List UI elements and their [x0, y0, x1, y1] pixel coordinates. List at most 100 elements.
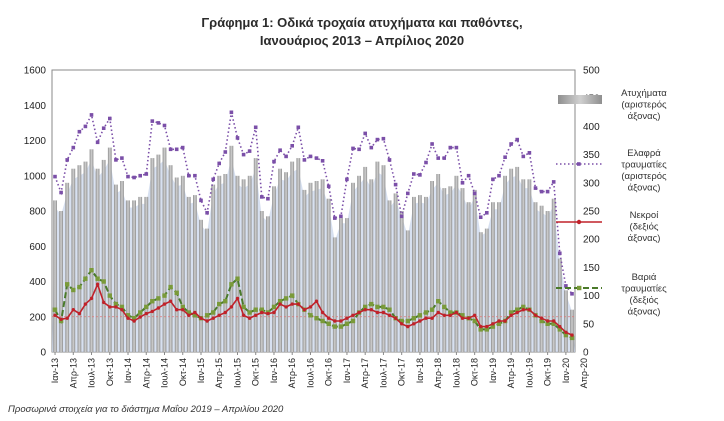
- serious-injuries-point: [235, 276, 240, 281]
- deaths-point: [460, 316, 465, 320]
- accidents-bar: [375, 161, 380, 352]
- deaths-point: [564, 330, 568, 334]
- light-injuries-point: [326, 184, 331, 189]
- serious-injuries-point: [125, 313, 131, 318]
- light-injuries-point: [539, 189, 544, 194]
- accidents-bar: [491, 202, 495, 352]
- serious-injuries-point: [107, 293, 112, 298]
- serious-injuries-point: [490, 324, 496, 329]
- x-tick-label: Οκτ-16: [324, 358, 334, 386]
- light-injuries-point: [174, 147, 179, 152]
- serious-injuries-point: [229, 282, 234, 287]
- light-injuries-point: [156, 121, 161, 125]
- accidents-bar: [509, 168, 514, 352]
- accidents-bar: [436, 174, 441, 352]
- x-tick-label: Απρ-18: [433, 358, 443, 388]
- deaths-point: [424, 316, 428, 320]
- x-tick-label: Απρ-15: [214, 358, 224, 388]
- legend-label-accidents: Ατυχήματα: [621, 88, 667, 99]
- serious-injuries-point: [557, 327, 562, 332]
- light-injuries-point: [527, 151, 532, 155]
- serious-injuries-point: [144, 304, 149, 310]
- serious-injuries-point: [180, 304, 185, 310]
- legend-marker-serious: [577, 285, 582, 291]
- accidents-bar: [308, 182, 313, 352]
- serious-injuries-point: [375, 304, 380, 310]
- accidents-bar: [332, 237, 337, 352]
- x-tick-label: Οκτ-14: [178, 358, 188, 386]
- serious-injuries-point: [521, 304, 526, 310]
- serious-injuries-point: [338, 324, 344, 329]
- deaths-point: [509, 313, 513, 317]
- x-tick-label: Ιουλ-13: [87, 358, 97, 388]
- deaths-point: [181, 308, 185, 312]
- accidents-bar: [545, 211, 550, 352]
- deaths-point: [272, 310, 276, 315]
- x-tick-label: Ιουλ-16: [306, 358, 316, 388]
- deaths-point: [430, 316, 434, 320]
- accidents-bar: [515, 166, 520, 352]
- light-injuries-point: [406, 191, 410, 196]
- deaths-point: [59, 317, 63, 321]
- accidents-bar: [430, 181, 434, 352]
- light-injuries-point: [83, 124, 88, 129]
- accidents-bar: [114, 184, 118, 352]
- light-injuries-point: [132, 175, 136, 180]
- deaths-point: [156, 306, 161, 310]
- accidents-bar: [405, 230, 410, 352]
- light-injuries-point: [205, 211, 209, 215]
- light-injuries-point: [77, 129, 82, 134]
- serious-injuries-point: [551, 321, 556, 326]
- legend-label-serious: τραυματίες: [621, 284, 667, 295]
- serious-injuries-point: [253, 307, 258, 312]
- deaths-point: [144, 311, 148, 316]
- accidents-bar: [460, 188, 465, 352]
- deaths-point: [241, 313, 246, 317]
- deaths-point: [363, 308, 367, 312]
- deaths-point: [570, 333, 574, 337]
- deaths-point: [108, 305, 112, 309]
- serious-injuries-point: [247, 310, 252, 315]
- accidents-bar: [320, 179, 325, 352]
- light-injuries-point: [412, 172, 416, 176]
- light-injuries-point: [466, 173, 471, 178]
- accidents-bar: [168, 165, 173, 352]
- light-injuries-point: [351, 146, 355, 151]
- x-tick-label: Ιουλ-14: [160, 358, 170, 388]
- x-tick-label: Ιουλ-15: [233, 358, 243, 388]
- light-injuries-point: [551, 180, 556, 184]
- serious-injuries-point: [363, 304, 368, 310]
- serious-injuries-point: [478, 327, 483, 332]
- light-injuries-point: [284, 154, 288, 159]
- accidents-bar: [442, 188, 447, 352]
- light-injuries-point: [114, 158, 118, 162]
- light-injuries-point: [442, 156, 446, 160]
- accidents-bar: [357, 175, 361, 353]
- x-tick-label: Απρ-14: [141, 358, 151, 388]
- accidents-bar: [557, 258, 562, 352]
- deaths-point: [95, 282, 100, 286]
- legend-label-deaths: (δεξιός: [630, 222, 659, 233]
- light-injuries-point: [570, 292, 574, 296]
- accidents-bar: [65, 182, 70, 352]
- light-injuries-point: [290, 144, 294, 148]
- deaths-point: [533, 313, 538, 317]
- serious-injuries-point: [52, 307, 58, 312]
- deaths-point: [327, 316, 331, 320]
- x-tick-label: Ιουλ-17: [378, 358, 388, 388]
- light-injuries-point: [253, 125, 258, 130]
- serious-injuries-point: [539, 318, 544, 324]
- light-injuries-point: [320, 159, 325, 163]
- light-injuries-point: [168, 147, 173, 152]
- deaths-point: [314, 299, 319, 303]
- accidents-bar: [193, 195, 197, 352]
- accidents-bar: [278, 168, 282, 352]
- light-injuries-point: [126, 174, 130, 179]
- serious-injuries-point: [332, 324, 337, 329]
- accidents-bar: [138, 196, 143, 352]
- serious-injuries-point: [460, 313, 465, 318]
- accidents-bar: [83, 161, 88, 352]
